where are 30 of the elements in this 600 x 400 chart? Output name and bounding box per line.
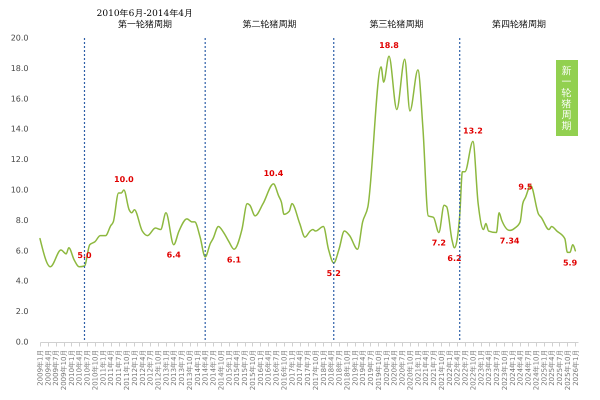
data-label: 5.9 bbox=[562, 258, 578, 268]
y-tick-label: 16.0 bbox=[10, 94, 28, 104]
annotation: 新一轮猪周期 bbox=[562, 66, 572, 132]
data-label: 10.4 bbox=[264, 168, 284, 178]
line-series bbox=[39, 55, 576, 268]
y-tick-label: 4.0 bbox=[16, 276, 28, 286]
data-label: 7.34 bbox=[500, 236, 520, 246]
y-tick-label: 18.0 bbox=[10, 64, 28, 73]
y-tick-label: 0.0 bbox=[16, 338, 28, 346]
data-label: 6.2 bbox=[447, 254, 462, 263]
text: 2010年6月-2014年4月 bbox=[96, 8, 193, 19]
y-tick-label: 2.0 bbox=[16, 307, 28, 316]
y-tick-label: 8.0 bbox=[16, 216, 28, 225]
y-tick-label: 20.0 bbox=[10, 34, 28, 42]
text: 第一轮猪周期 bbox=[118, 19, 172, 30]
data-label: 6.4 bbox=[166, 250, 182, 260]
data-label: 13.2 bbox=[463, 126, 483, 136]
data-label: 5.2 bbox=[326, 268, 341, 278]
y-tick-label: 12.0 bbox=[10, 155, 28, 164]
data-label: 7.2 bbox=[432, 238, 446, 248]
data-label: 10.0 bbox=[114, 175, 134, 184]
y-tick-label: 14.0 bbox=[10, 124, 28, 134]
label-box: 新一轮猪周期 bbox=[556, 60, 578, 136]
y-tick-label: 6.0 bbox=[16, 246, 28, 256]
y-tick-label: 10.0 bbox=[10, 186, 28, 194]
data-label: 18.8 bbox=[379, 41, 400, 50]
text: 第四轮猪周期 bbox=[492, 19, 546, 30]
text: 第三轮猪周期 bbox=[370, 19, 424, 30]
text: 第二轮猪周期 bbox=[242, 19, 296, 30]
data-label: 6.1 bbox=[226, 255, 242, 264]
